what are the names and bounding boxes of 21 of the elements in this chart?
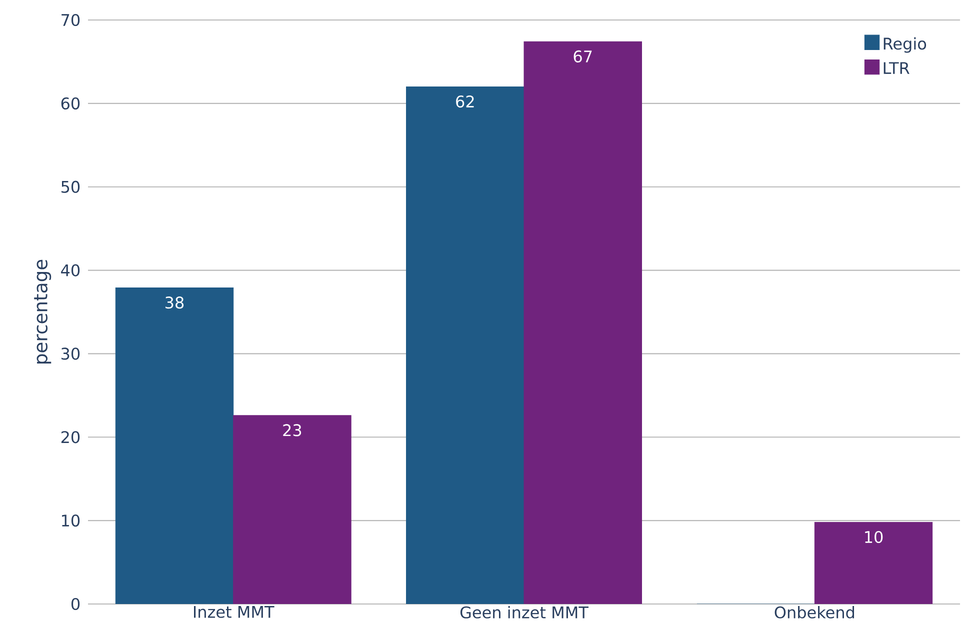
y-tick-label: 60 [61, 97, 80, 110]
data-label: 23 [283, 424, 302, 436]
y-tick-label: 40 [61, 264, 80, 276]
data-label: 38 [166, 296, 184, 309]
y-axis-title: percentage [34, 260, 52, 364]
y-tick-label: 30 [61, 348, 80, 360]
y-tick-label: 20 [61, 431, 80, 444]
legend-label: Regio [884, 37, 926, 53]
data-label: 67 [574, 50, 592, 63]
data-label: 62 [456, 95, 474, 108]
y-tick-label: 10 [62, 514, 80, 527]
x-tick-label: Geen inzet MMT [460, 606, 588, 618]
legend-label: LTR [884, 62, 910, 74]
y-tick-label: 0 [71, 598, 80, 610]
y-tick-label: 50 [62, 180, 80, 193]
bar [406, 86, 524, 604]
y-tick-label: 70 [62, 14, 80, 26]
bar [115, 288, 234, 604]
data-label: 10 [865, 530, 883, 544]
x-tick-label: Onbekend [774, 606, 854, 618]
x-tick-label: Inzet MMT [194, 606, 274, 618]
